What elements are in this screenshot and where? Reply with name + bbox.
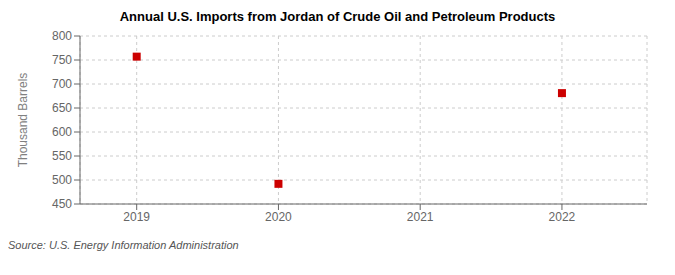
svg-text:600: 600: [52, 125, 72, 139]
svg-text:700: 700: [52, 77, 72, 91]
svg-text:Thousand Barrels: Thousand Barrels: [16, 73, 30, 168]
html-text:Annual U.S. Imports from Jorda: Annual U.S. Imports from Jordan of Crude…: [119, 9, 556, 24]
svg-text:650: 650: [52, 101, 72, 115]
svg-text:2019: 2019: [123, 210, 150, 224]
svg-text:750: 750: [52, 53, 72, 67]
svg-text:550: 550: [52, 149, 72, 163]
svg-text:450: 450: [52, 197, 72, 211]
svg-text:500: 500: [52, 173, 72, 187]
svg-text:2021: 2021: [407, 210, 434, 224]
html-text:Source: U.S. Energy Informatio: Source: U.S. Energy Information Administ…: [8, 239, 239, 251]
svg-text:2020: 2020: [265, 210, 292, 224]
svg-text:2022: 2022: [549, 210, 576, 224]
svg-text:800: 800: [52, 29, 72, 43]
